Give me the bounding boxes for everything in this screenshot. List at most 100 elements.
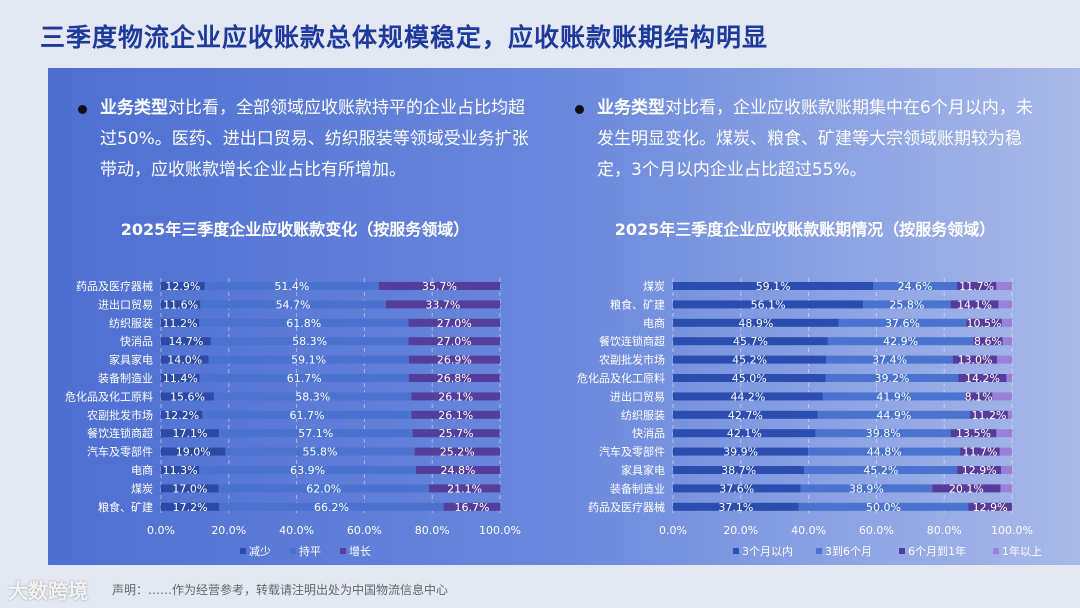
x-tick-label: 80.0% — [415, 524, 450, 537]
data-label: 54.7% — [276, 298, 311, 311]
data-label: 17.0% — [172, 482, 207, 495]
category-label: 装备制造业 — [98, 371, 153, 385]
x-tick-label: 20.0% — [723, 524, 758, 537]
x-tick-label: 0.0% — [147, 524, 175, 537]
data-label: 14.7% — [168, 335, 203, 348]
bar-segment-1年以上 — [1001, 466, 1012, 474]
data-label: 61.8% — [286, 317, 321, 330]
legend-swatch — [240, 548, 246, 554]
category-label: 电商 — [643, 316, 665, 330]
category-label: 汽车及零部件 — [599, 445, 665, 459]
bullet-text: 对比看，企业应收账款账期集中在6个月以内，未发生明显变化。煤炭、粮食、矿建等大宗… — [597, 98, 1033, 180]
page-title: 三季度物流企业应收账款总体规模稳定，应收账款账期结构明显 — [40, 23, 769, 52]
bar-segment-6个月到1年 — [932, 484, 1001, 493]
bar-segment-减少 — [161, 466, 200, 474]
x-tick-label: 60.0% — [347, 524, 382, 537]
x-tick-label: 60.0% — [859, 524, 894, 537]
bar-segment-3个月以内 — [673, 392, 823, 401]
bar-segment-3个月以内 — [673, 484, 801, 493]
data-label: 61.7% — [287, 372, 322, 385]
bar-segment-3个月以内 — [673, 282, 874, 290]
category-label: 汽车及零部件 — [87, 445, 153, 459]
bar-segment-3到6个月 — [800, 484, 933, 493]
data-label: 26.1% — [438, 390, 473, 403]
data-label: 41.9% — [876, 390, 911, 403]
legend-label: 增长 — [349, 544, 371, 558]
data-label: 27.0% — [437, 335, 472, 348]
bar-segment-减少 — [161, 282, 205, 290]
bar-segment-减少 — [161, 337, 211, 346]
data-label: 61.7% — [289, 409, 324, 422]
category-label: 药品及医疗器械 — [588, 500, 665, 514]
bar-segment-3到6个月 — [838, 318, 967, 327]
bar-segment-6个月到1年 — [969, 410, 1008, 419]
data-label: 39.2% — [875, 372, 910, 385]
data-label: 27.0% — [437, 317, 472, 330]
bar-segment-3个月以内 — [673, 466, 805, 474]
bar-segment-6个月到1年 — [950, 429, 997, 438]
bar-segment-持平 — [210, 337, 409, 346]
bar-segment-6个月到1年 — [964, 392, 993, 401]
data-label: 13.5% — [956, 427, 991, 440]
data-label: 17.2% — [173, 501, 208, 514]
bullet-dot-icon — [78, 105, 87, 114]
data-label: 11.2% — [163, 317, 198, 330]
bar-segment-1年以上 — [1000, 484, 1012, 493]
data-label: 44.8% — [867, 446, 902, 459]
bar-segment-3到6个月 — [873, 282, 957, 290]
bar-segment-3到6个月 — [825, 374, 959, 382]
data-label: 42.9% — [883, 335, 918, 348]
data-label: 11.6% — [163, 298, 198, 311]
data-label: 57.1% — [298, 427, 333, 440]
category-label: 进出口贸易 — [98, 297, 153, 311]
bar-segment-1年以上 — [996, 282, 1012, 290]
bar-segment-6个月到1年 — [968, 502, 1012, 511]
data-label: 17.1% — [173, 427, 208, 440]
bar-segment-6个月到1年 — [957, 466, 1002, 474]
data-label: 59.1% — [756, 280, 791, 293]
bar-segment-1年以上 — [1007, 410, 1012, 419]
bar-segment-减少 — [161, 502, 220, 511]
data-label: 11.7% — [959, 280, 994, 293]
data-label: 51.4% — [274, 280, 309, 293]
bar-segment-3个月以内 — [673, 337, 828, 346]
data-label: 25.7% — [439, 427, 474, 440]
bar-segment-持平 — [202, 410, 412, 419]
bar-segment-6个月到1年 — [973, 337, 1003, 346]
bar-segment-1年以上 — [997, 355, 1012, 364]
bullet-bold: 业务类型 — [597, 98, 665, 118]
bar-segment-6个月到1年 — [960, 447, 1000, 456]
x-tick-label: 40.0% — [279, 524, 314, 537]
data-label: 42.1% — [727, 427, 762, 440]
data-label: 59.1% — [291, 354, 326, 367]
bar-segment-增长 — [414, 447, 500, 456]
category-label: 农副批发市场 — [87, 408, 153, 422]
bar-segment-增长 — [408, 355, 500, 364]
bar-segment-3个月以内 — [673, 300, 864, 309]
data-label: 11.3% — [163, 464, 198, 477]
bullet-text: 对比看，全部领域应收账款持平的企业占比均超过50%。医药、进出口贸易、纺织服装等… — [100, 98, 529, 180]
data-label: 26.1% — [438, 409, 473, 422]
data-label: 10.5% — [967, 317, 1002, 330]
data-label: 58.3% — [292, 335, 327, 348]
data-label: 35.7% — [422, 280, 457, 293]
bar-segment-3到6个月 — [817, 410, 970, 419]
bar-segment-增长 — [408, 374, 500, 382]
bar-segment-3到6个月 — [798, 502, 969, 511]
category-label: 危化品及化工原料 — [65, 389, 153, 403]
category-label: 餐饮连锁商超 — [87, 426, 153, 440]
legend-label: 3到6个月 — [825, 545, 872, 558]
chart-title-right: 2025年三季度企业应收账款账期情况（按服务领域） — [614, 220, 996, 239]
data-label: 12.2% — [164, 409, 199, 422]
data-label: 24.6% — [898, 280, 933, 293]
legend-label: 减少 — [249, 545, 271, 558]
x-tick-label: 40.0% — [791, 524, 826, 537]
data-label: 55.8% — [303, 446, 338, 459]
category-label: 快消品 — [120, 334, 153, 348]
bar-segment-增长 — [412, 429, 500, 438]
data-label: 14.0% — [167, 354, 202, 367]
data-label: 12.9% — [165, 280, 200, 293]
bar-segment-1年以上 — [998, 300, 1012, 309]
bar-segment-减少 — [161, 447, 226, 456]
legend-label: 3个月以内 — [742, 544, 793, 558]
